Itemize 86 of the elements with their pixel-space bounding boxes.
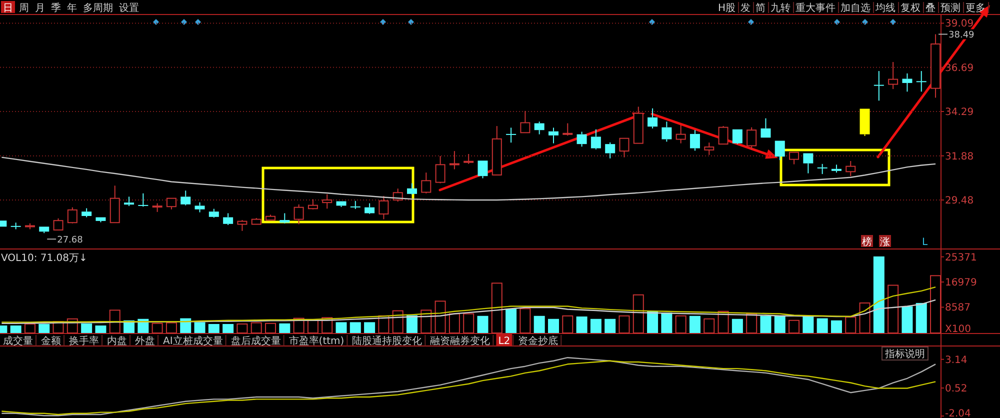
annotation: 涨 — [880, 236, 890, 248]
bar — [166, 322, 177, 334]
annotation: VOL10: 71.08万↓ — [1, 253, 88, 264]
bar — [194, 322, 206, 333]
bar — [350, 322, 361, 333]
bar — [109, 310, 120, 334]
bar — [434, 300, 446, 334]
annotation: 成交量 — [3, 335, 33, 347]
bar — [265, 322, 276, 334]
annotation: 市盈率(ttm) — [288, 335, 344, 347]
bar — [576, 316, 588, 333]
bar — [336, 322, 347, 333]
bar — [788, 320, 800, 334]
bar — [916, 302, 927, 333]
bar — [802, 316, 814, 333]
bar — [222, 324, 234, 333]
y-tick-label: 8587 — [945, 302, 970, 314]
bar — [604, 318, 616, 333]
bar — [95, 325, 106, 333]
bar — [38, 324, 50, 333]
bar — [548, 318, 559, 333]
bar — [873, 256, 884, 333]
bar — [491, 282, 502, 334]
bar — [930, 275, 942, 334]
annotation: 资金抄底 — [518, 335, 558, 347]
bar — [250, 322, 262, 334]
y-tick-label: 39.09 — [945, 18, 974, 30]
y-tick-label: -2.04 — [945, 408, 971, 418]
annotation: 融资融券变化 — [430, 335, 490, 347]
bar — [845, 316, 856, 334]
bar — [632, 294, 644, 334]
annotation: L — [922, 237, 928, 248]
bar — [618, 315, 630, 334]
bar — [704, 318, 715, 334]
annotation: 榜 — [862, 236, 872, 248]
y-tick-label: 36.69 — [945, 62, 974, 74]
y-tick-label: 3.14 — [945, 354, 968, 366]
annotation: 指标说明 — [884, 348, 925, 360]
bar — [463, 313, 474, 334]
bar — [774, 316, 786, 333]
y-tick-label: 0.52 — [945, 384, 968, 395]
bar — [590, 318, 602, 333]
bar — [534, 316, 545, 333]
y-tick-label: 25371 — [945, 252, 977, 264]
bar — [902, 306, 913, 333]
bar — [364, 322, 376, 333]
bar — [732, 318, 743, 333]
bar — [859, 302, 870, 334]
annotation: 金额 — [41, 335, 61, 347]
text: 38.49 — [948, 30, 975, 41]
bar — [562, 315, 574, 334]
bar — [448, 313, 460, 334]
annotation: 27.68 — [57, 236, 84, 246]
bar — [675, 315, 686, 334]
bar — [661, 312, 672, 333]
annotation: L2 — [498, 336, 510, 347]
bar — [152, 322, 163, 334]
bar — [647, 311, 658, 333]
bar — [506, 308, 517, 333]
y-tick-label: 29.48 — [945, 195, 974, 206]
bar — [24, 323, 36, 334]
y-tick-label: 16979 — [945, 278, 977, 289]
bar — [830, 320, 842, 333]
annotation: 盘后成交量 — [230, 335, 281, 347]
bar — [279, 323, 290, 333]
annotation: 陆股通持股变化 — [352, 335, 422, 347]
y-tick-label: 34.29 — [945, 107, 974, 118]
bar — [180, 318, 192, 333]
bar — [760, 316, 772, 333]
bar — [236, 323, 248, 334]
annotation: 内盘 — [107, 335, 127, 347]
bar — [888, 284, 899, 334]
annotation: 换手率 — [69, 335, 99, 347]
bar — [208, 324, 220, 333]
y-tick-label: 31.88 — [945, 151, 974, 162]
toolbar: 日 周 月 季 年 多周期 设置 H股 发 简 九转 重大事件 加自选 均线 复权 叠 预测 更多 — [1, 1, 990, 14]
bar — [477, 316, 488, 333]
y-axis-title: X100 — [945, 324, 971, 335]
bar — [520, 308, 531, 334]
bar — [10, 325, 22, 333]
bar — [746, 313, 758, 334]
annotation: AI立桩成交量 — [163, 335, 223, 347]
bar — [816, 318, 828, 333]
bar — [689, 316, 700, 333]
annotation: 外盘 — [135, 335, 155, 347]
bar — [81, 323, 92, 333]
